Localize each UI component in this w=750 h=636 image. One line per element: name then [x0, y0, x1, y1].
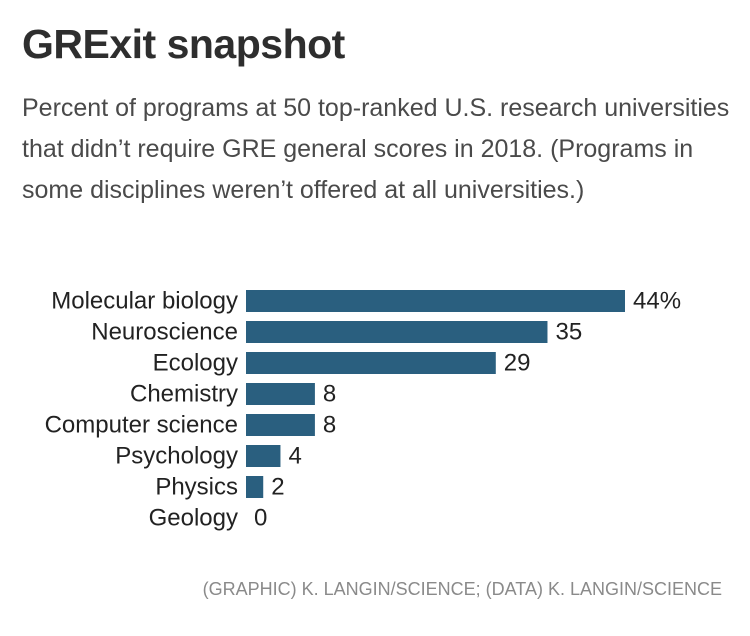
bar-row-psychology: Psychology 4 — [115, 443, 302, 470]
value-label: 0 — [254, 505, 267, 532]
category-label: Computer science — [45, 412, 238, 439]
value-label: 29 — [504, 350, 531, 377]
bars-layer: Molecular biology 44% Neuroscience 35 Ecolog… — [45, 288, 681, 532]
bar-row-neuroscience: Neuroscience 35 — [91, 319, 582, 346]
bar-row-ecology: Ecology 29 — [153, 350, 531, 377]
bar-physics — [246, 476, 264, 498]
bar-neuroscience — [246, 321, 548, 343]
bar-row-geology: Geology 0 — [149, 505, 268, 532]
category-label: Physics — [155, 474, 238, 501]
chart-title: GRExit snapshot — [22, 21, 345, 67]
value-label: 44% — [633, 288, 681, 315]
bar-chart: Molecular biology 44% Neuroscience 35 Ecolog… — [45, 288, 681, 532]
bar-row-chemistry: Chemistry 8 — [130, 381, 336, 408]
value-label: 8 — [323, 412, 336, 439]
bar-molecular-biology — [246, 290, 625, 312]
bar-chemistry — [246, 383, 315, 405]
category-label: Neuroscience — [91, 319, 238, 346]
bar-row-physics: Physics 2 — [155, 474, 284, 501]
value-label: 35 — [555, 319, 582, 346]
bar-ecology — [246, 352, 496, 374]
category-label: Geology — [149, 505, 238, 532]
bar-row-computer-science: Computer science 8 — [45, 412, 337, 439]
value-label: 2 — [271, 474, 284, 501]
bar-psychology — [246, 445, 281, 467]
bar-row-molecular-biology: Molecular biology 44% — [51, 288, 681, 315]
category-label: Chemistry — [130, 381, 238, 408]
category-label: Molecular biology — [51, 288, 238, 315]
chart-subtitle: Percent of programs at 50 top-ranked U.S… — [22, 94, 730, 204]
value-label: 8 — [323, 381, 336, 408]
category-label: Psychology — [115, 443, 238, 470]
value-label: 4 — [288, 443, 301, 470]
category-label: Ecology — [153, 350, 238, 377]
bar-computer-science — [246, 414, 315, 436]
source-credit: (GRAPHIC) K. LANGIN/SCIENCE; (DATA) K. L… — [202, 579, 722, 599]
